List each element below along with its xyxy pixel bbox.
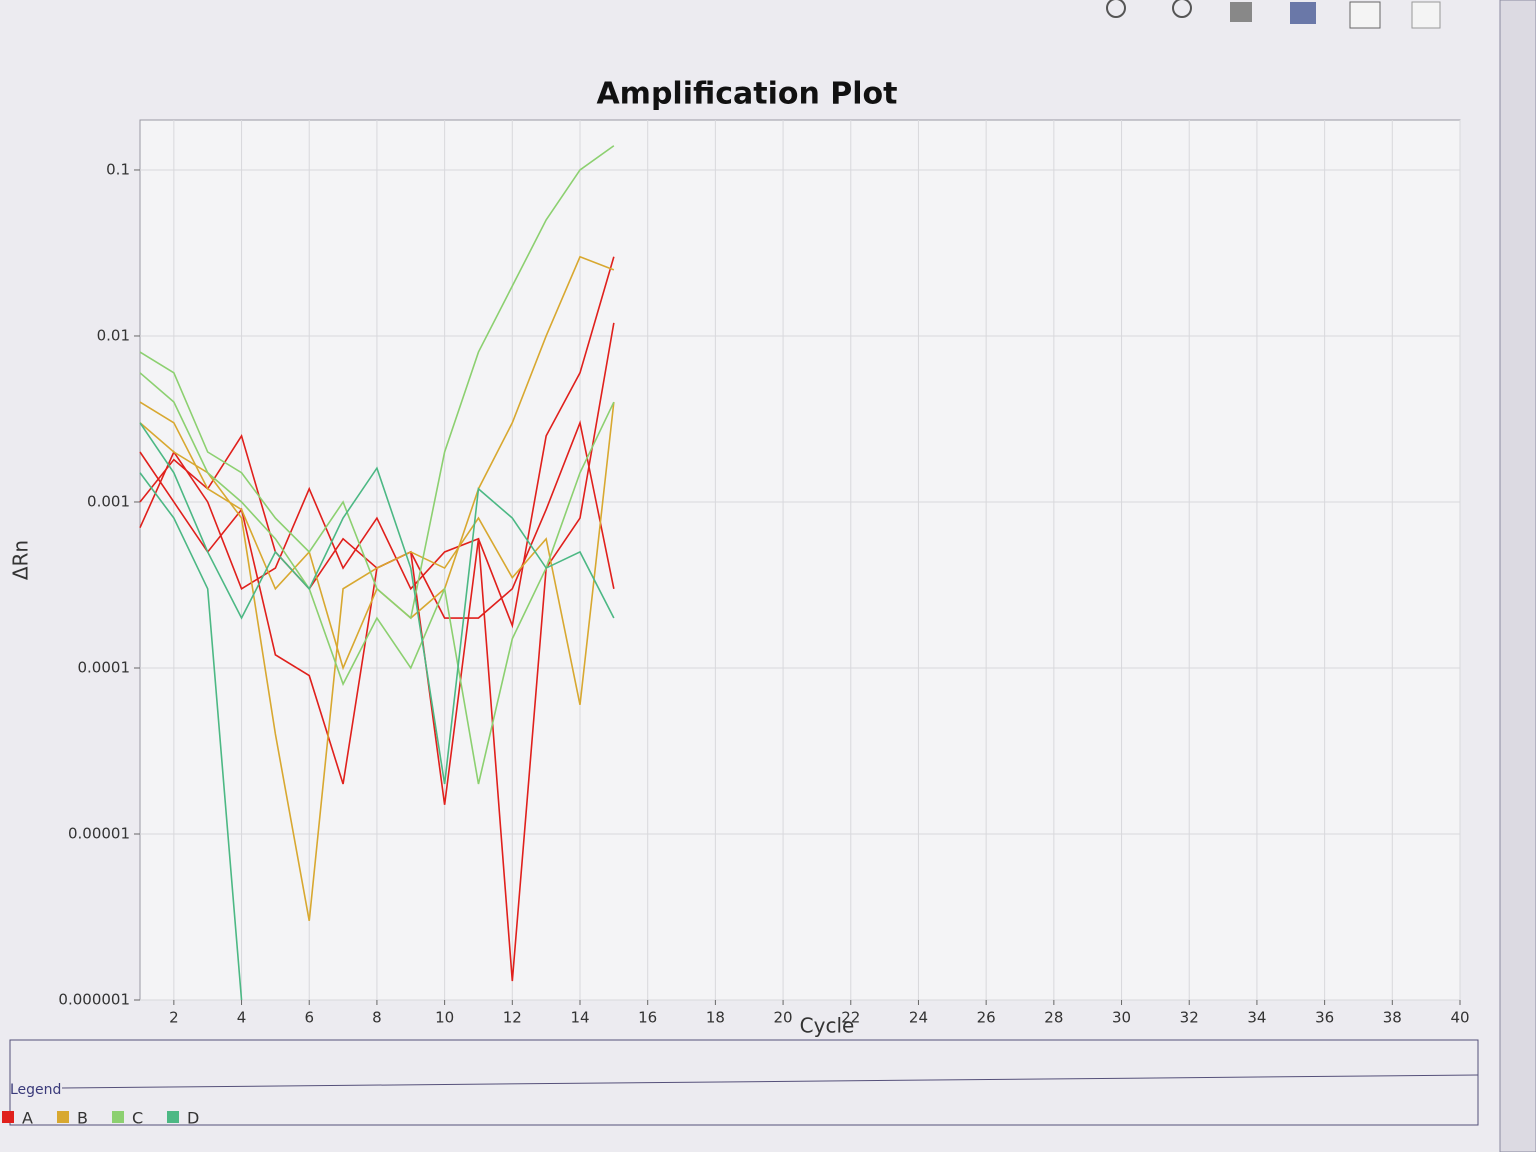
x-tick-label: 40 xyxy=(1450,1009,1469,1027)
save-icon[interactable] xyxy=(1290,2,1316,24)
print-icon[interactable] xyxy=(1230,2,1252,22)
legend-swatch xyxy=(112,1111,124,1123)
x-tick-label: 28 xyxy=(1044,1009,1063,1027)
zoom-out-icon[interactable] xyxy=(1172,0,1192,18)
y-axis-label: ΔRn xyxy=(9,540,33,580)
x-axis-label: Cycle xyxy=(800,1014,855,1038)
x-tick-label: 8 xyxy=(372,1009,382,1027)
list-icon[interactable] xyxy=(1411,1,1441,29)
plot-area xyxy=(139,119,1461,1001)
x-tick-label: 10 xyxy=(435,1009,454,1027)
y-tick-label: 0.000001 xyxy=(58,991,130,1009)
legend-label: A xyxy=(22,1109,33,1128)
amplification-curve xyxy=(139,472,243,1001)
legend-swatch xyxy=(57,1111,69,1123)
x-tick-label: 22 xyxy=(841,1009,860,1027)
amplification-curve xyxy=(139,322,615,982)
amplification-curve xyxy=(139,145,615,620)
x-tick-label: 2 xyxy=(169,1009,179,1027)
legend-swatch xyxy=(2,1111,14,1123)
x-tick-label: 6 xyxy=(304,1009,314,1027)
x-tick-label: 20 xyxy=(774,1009,793,1027)
x-tick-label: 24 xyxy=(909,1009,928,1027)
y-tick-label: 0.001 xyxy=(87,492,130,510)
x-tick-label: 34 xyxy=(1247,1009,1266,1027)
x-tick-label: 14 xyxy=(570,1009,589,1027)
x-tick-label: 12 xyxy=(503,1009,522,1027)
x-tick-label: 36 xyxy=(1315,1009,1334,1027)
legend-label: D xyxy=(187,1109,199,1128)
zoom-in-icon[interactable] xyxy=(1106,0,1126,18)
amplification-curve xyxy=(139,372,615,785)
side-panel xyxy=(1499,0,1536,1152)
legend-label: C xyxy=(132,1109,143,1128)
toolbar[interactable] xyxy=(1106,0,1441,29)
legend-box xyxy=(9,1039,1479,1126)
y-tick-label: 0.01 xyxy=(97,326,130,344)
y-tick-label: 0.0001 xyxy=(78,658,131,676)
legend-swatch xyxy=(167,1111,179,1123)
x-tick-label: 16 xyxy=(638,1009,657,1027)
legend-rule xyxy=(61,1074,1479,1089)
x-tick-label: 18 xyxy=(706,1009,725,1027)
x-tick-label: 32 xyxy=(1180,1009,1199,1027)
chart-title: Amplification Plot xyxy=(596,77,897,112)
y-tick-label: 0.1 xyxy=(106,160,130,178)
amplification-curve xyxy=(139,422,615,785)
y-tick-label: 0.00001 xyxy=(68,824,130,842)
x-tick-label: 30 xyxy=(1112,1009,1131,1027)
chart-icon[interactable] xyxy=(1349,1,1381,29)
x-tick-label: 38 xyxy=(1383,1009,1402,1027)
x-tick-label: 26 xyxy=(977,1009,996,1027)
legend-title: Legend xyxy=(10,1082,61,1098)
x-tick-label: 4 xyxy=(237,1009,247,1027)
legend-label: B xyxy=(77,1109,88,1128)
